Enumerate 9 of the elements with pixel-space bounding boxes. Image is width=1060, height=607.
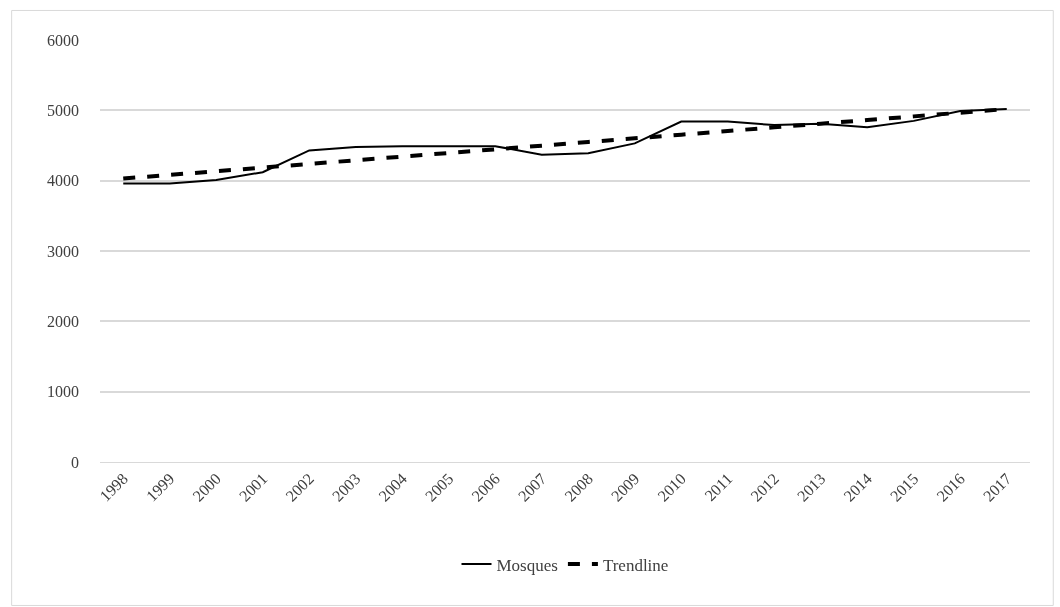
y-tick-label: 0 bbox=[71, 453, 79, 471]
y-tick-label: 4000 bbox=[47, 172, 79, 190]
y-tick-label: 2000 bbox=[47, 312, 79, 330]
y-tick-label: 6000 bbox=[47, 31, 79, 49]
y-tick-label: 1000 bbox=[47, 383, 79, 401]
legend-label: Mosques bbox=[496, 555, 558, 575]
y-tick-label: 5000 bbox=[47, 101, 79, 119]
legend-label: Trendline bbox=[602, 555, 669, 575]
y-tick-label: 3000 bbox=[47, 242, 79, 260]
